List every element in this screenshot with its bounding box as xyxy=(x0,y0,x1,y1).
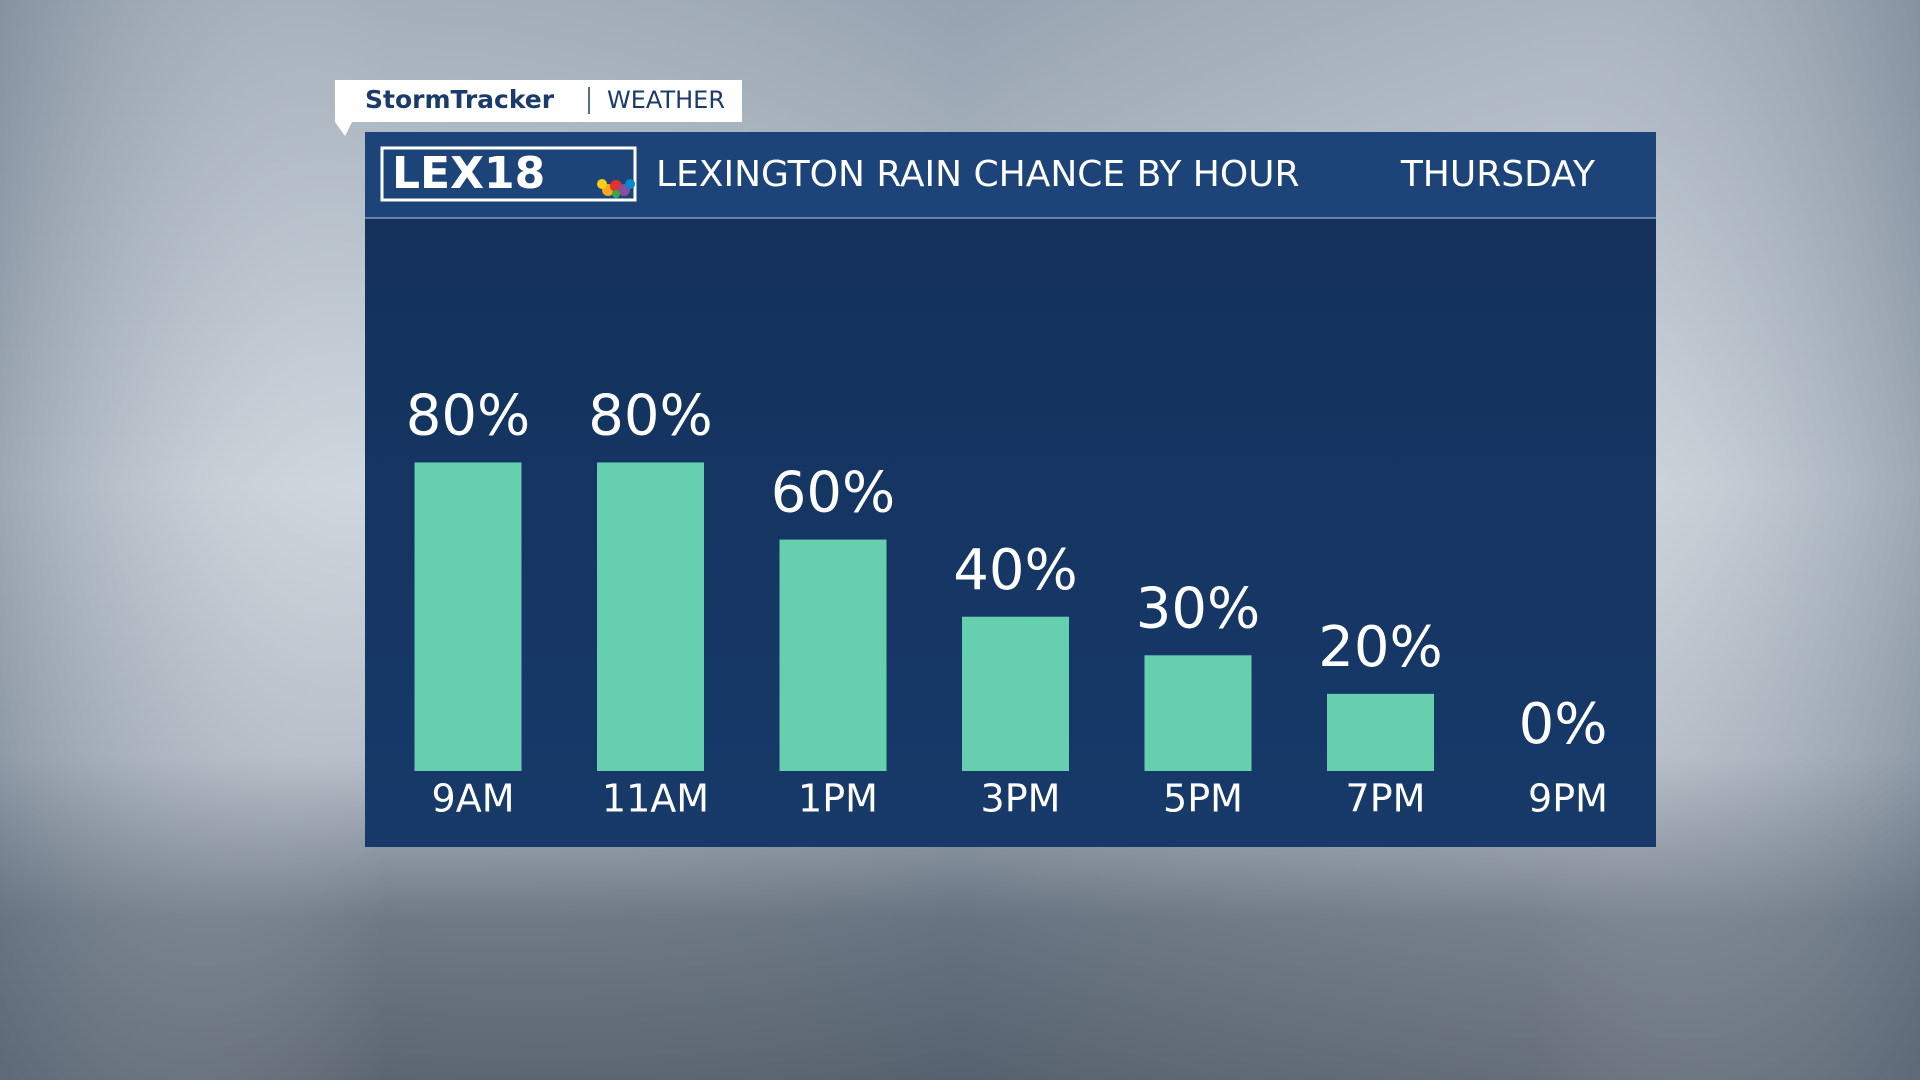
value-label: 30% xyxy=(1136,576,1260,641)
logo: LEX18 xyxy=(392,148,545,199)
bar xyxy=(1144,655,1252,771)
value-label: 60% xyxy=(771,461,895,526)
x-tick-label: 9PM xyxy=(1528,777,1608,821)
x-tick-label: 3PM xyxy=(981,777,1061,821)
bar xyxy=(597,462,704,771)
chart-title: LEXINGTON RAIN CHANCE BY HOUR xyxy=(656,154,1300,195)
section: WEATHER xyxy=(607,86,725,114)
value-label: 80% xyxy=(588,384,712,449)
value-label: 0% xyxy=(1519,692,1608,757)
brand-tab xyxy=(335,80,742,136)
brand: StormTracker xyxy=(365,85,555,114)
x-tick-label: 9AM xyxy=(432,777,515,821)
value-label: 80% xyxy=(406,384,530,449)
chart-subtitle: THURSDAY xyxy=(1400,154,1596,195)
bar xyxy=(1327,693,1434,771)
bar xyxy=(962,616,1069,771)
header-bar xyxy=(365,132,1656,218)
peacock-icon xyxy=(597,179,635,198)
value-label: 20% xyxy=(1318,615,1442,680)
logo-frame xyxy=(380,146,637,202)
value-label: 40% xyxy=(953,538,1077,603)
x-tick-label: 11AM xyxy=(602,777,709,821)
bar xyxy=(779,539,887,771)
x-tick-label: 7PM xyxy=(1346,777,1426,821)
bar xyxy=(414,462,522,771)
x-tick-label: 5PM xyxy=(1163,777,1243,821)
x-tick-label: 1PM xyxy=(798,777,878,821)
